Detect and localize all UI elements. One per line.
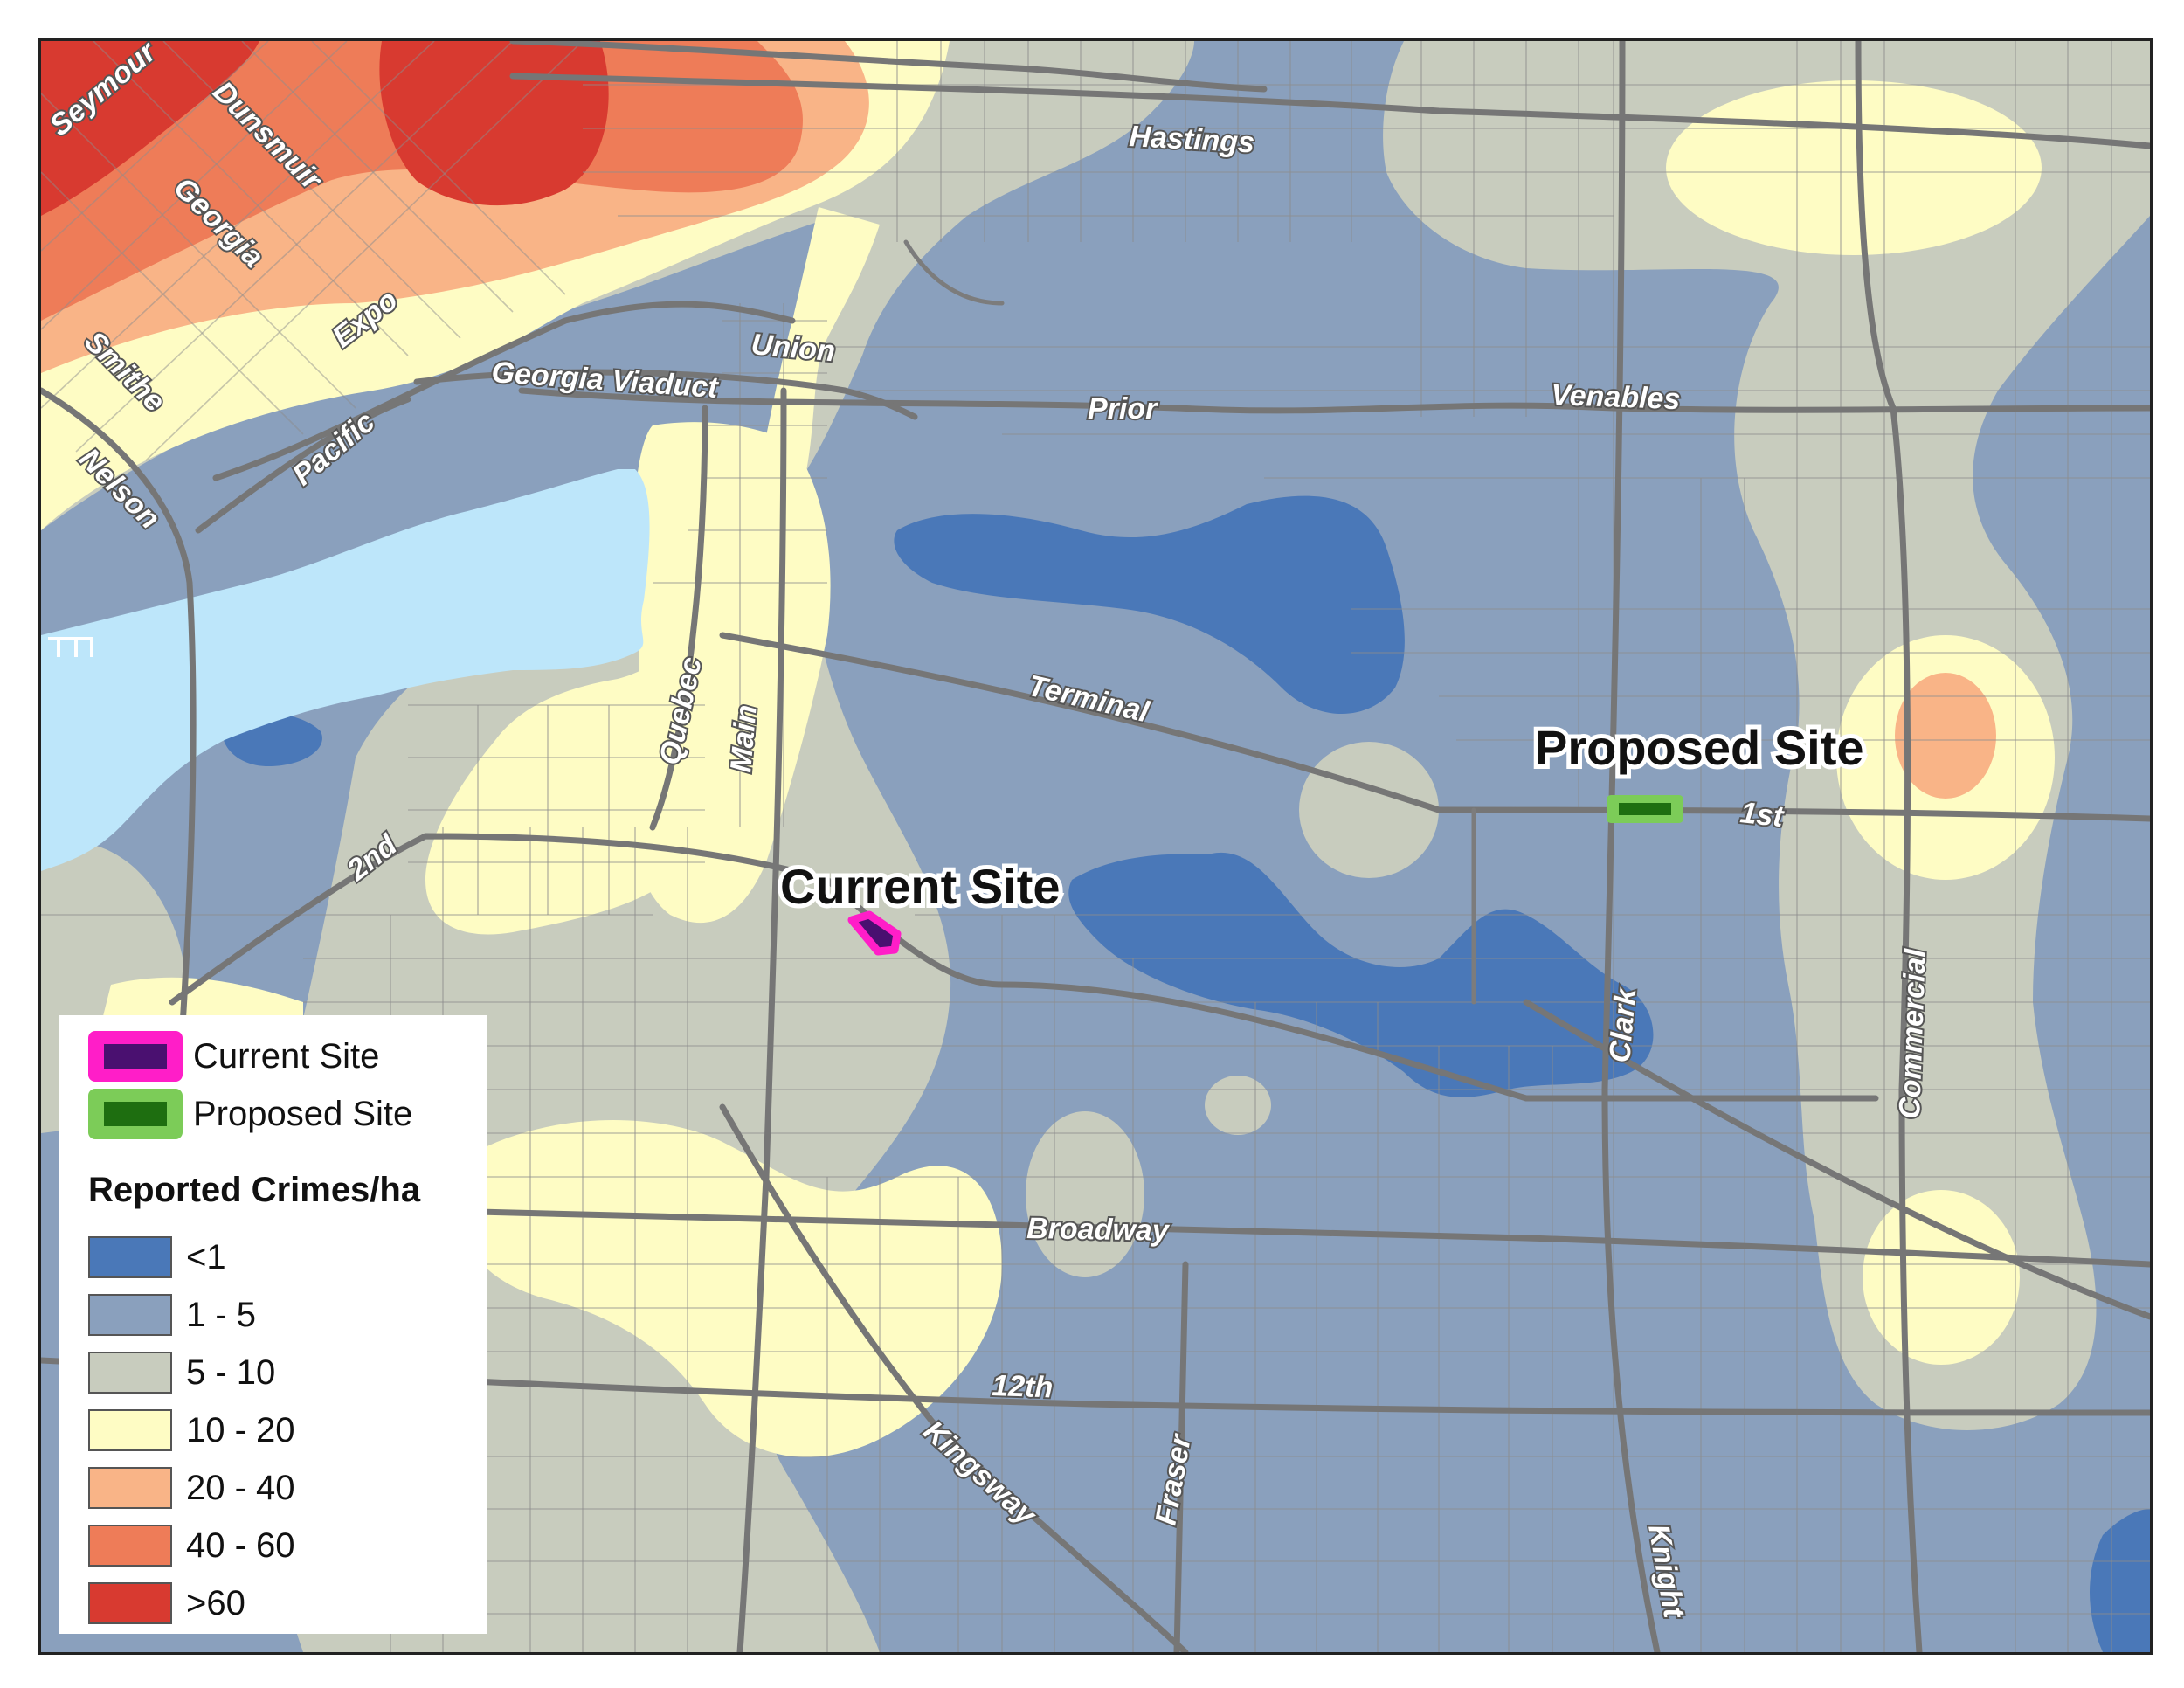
downtown-street-grid [41, 41, 584, 461]
zones-under-1 [222, 495, 2150, 1652]
road-kingsway [719, 1103, 1189, 1652]
road-broadway [474, 1208, 2150, 1268]
legend-swatch [88, 1582, 172, 1624]
legend-row-current-site: Current Site [88, 1031, 380, 1082]
legend-swatch [88, 1525, 172, 1567]
zone-10-20-northeast [1666, 80, 2042, 255]
legend-swatch-current-site [88, 1031, 183, 1082]
legend-title: Reported Crimes/ha [88, 1171, 421, 1209]
zone-10-20-south-central [455, 1120, 1002, 1457]
legend-label: 5 - 10 [186, 1352, 276, 1392]
road-quebec [649, 405, 708, 831]
road-north [509, 41, 1268, 93]
legend-label: >60 [186, 1583, 245, 1622]
zone-10-20-commercial-south [1863, 1190, 2020, 1365]
current-site-label: Current Site [780, 859, 1061, 914]
zone-over-60-core [379, 41, 609, 206]
legend-swatch [88, 1352, 172, 1394]
road-2nd [169, 833, 1879, 1102]
legend-swatch [88, 1236, 172, 1278]
road-expo [212, 301, 796, 481]
current-site-marker[interactable] [847, 910, 902, 956]
label-clark: Clark [1603, 986, 1642, 1064]
label-broadway: Broadway [1026, 1212, 1171, 1248]
legend-swatch [88, 1294, 172, 1336]
label-12th: 12th [992, 1369, 1054, 1404]
legend-row-class-6: >60 [88, 1580, 245, 1627]
legend-swatch [88, 1409, 172, 1451]
proposed-site-marker[interactable] [1607, 795, 1683, 823]
legend-row-class-2: 5 - 10 [88, 1349, 275, 1396]
legend-label: 20 - 40 [186, 1468, 295, 1507]
road-terminal-1st [719, 632, 2150, 822]
label-commercial: Commercial [1893, 947, 1932, 1119]
pier-structure [48, 637, 93, 657]
false-creek-water [41, 469, 650, 871]
legend-row-class-0: <1 [88, 1234, 226, 1281]
legend-label: 1 - 5 [186, 1295, 257, 1334]
zone-5-10-blob-broadway [1026, 1111, 1144, 1277]
zone-under-1-southeast [2090, 1509, 2150, 1652]
legend-label: Proposed Site [193, 1094, 413, 1133]
road-clark-knight [1601, 41, 1661, 1652]
legend-row-class-3: 10 - 20 [88, 1407, 295, 1454]
road-main [736, 387, 787, 1652]
legend-row-class-5: 40 - 60 [88, 1522, 295, 1569]
road-nelson [41, 387, 197, 1058]
legend-row-proposed-site: Proposed Site [88, 1089, 413, 1139]
legend-label: <1 [186, 1237, 226, 1276]
road-georgia-viaduct [413, 369, 918, 420]
legend-swatch-proposed-site [88, 1089, 183, 1139]
proposed-site-label: Proposed Site [1535, 720, 1864, 775]
road-commercial [1855, 41, 1923, 1652]
zones-over-60 [41, 41, 609, 216]
zone-under-1-north [894, 495, 1405, 714]
zone-20-40-commercial [1895, 673, 1996, 799]
road-southeast-diagonal [1523, 999, 2150, 1320]
zone-10-20-main [425, 207, 880, 935]
legend-row-class-4: 20 - 40 [88, 1464, 295, 1512]
legend-swatch [88, 1467, 172, 1509]
map-legend: Current Site Proposed Site Reported Crim… [59, 1015, 487, 1634]
legend-label: 40 - 60 [186, 1525, 295, 1565]
label-hastings: Hastings [1129, 120, 1255, 159]
legend-row-class-1: 1 - 5 [88, 1291, 256, 1339]
label-1st: 1st [1738, 796, 1787, 834]
zones-40-60 [41, 41, 803, 321]
road-hastings [509, 73, 2150, 149]
zone-under-1-south [1068, 852, 1654, 1097]
label-union: Union [750, 328, 836, 368]
label-main: Main [724, 703, 764, 773]
legend-label: 10 - 20 [186, 1410, 295, 1449]
road-fraser [1173, 1261, 1189, 1652]
road-connector-north [903, 239, 1005, 306]
label-prior: Prior [1088, 392, 1158, 425]
zone-5-10-blob-south [1205, 1076, 1271, 1135]
legend-label: Current Site [193, 1036, 380, 1076]
zone-over-60-west [41, 41, 259, 216]
zone-5-10-northeast [1383, 41, 2150, 1430]
zone-5-10-blob-east [1299, 742, 1439, 878]
label-venables: Venables [1551, 378, 1681, 416]
road-prior-venables [518, 387, 2150, 414]
zone-40-60-downtown [41, 41, 803, 321]
